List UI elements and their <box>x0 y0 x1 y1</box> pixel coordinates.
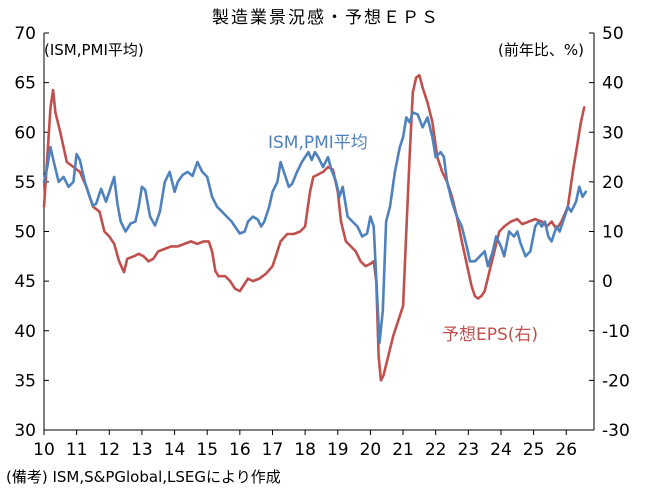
right-tick-label: -30 <box>602 421 630 441</box>
x-tick-label: 14 <box>164 440 186 460</box>
right-tick-label: 40 <box>602 74 624 94</box>
right-tick-label: 30 <box>602 123 624 143</box>
x-tick-label: 22 <box>425 440 447 460</box>
left-tick-label: 70 <box>14 24 36 44</box>
source-note: (備考) ISM,S&PGlobal,LSEGにより作成 <box>6 468 281 486</box>
chart-title: 製造業景況感・予想ＥＰＳ <box>212 8 440 28</box>
x-tick-label: 21 <box>392 440 414 460</box>
x-tick-label: 23 <box>458 440 480 460</box>
left-tick-label: 30 <box>14 421 36 441</box>
right-tick-label: 50 <box>602 24 624 44</box>
left-tick-label: 65 <box>14 74 36 94</box>
right-tick-label: 0 <box>602 272 613 292</box>
x-tick-label: 15 <box>196 440 218 460</box>
left-tick-label: 35 <box>14 371 36 391</box>
right-tick-label: 20 <box>602 173 624 193</box>
left-axis-label: (ISM,PMI平均) <box>44 41 144 59</box>
right-tick-label: -10 <box>602 322 630 342</box>
left-tick-label: 50 <box>14 223 36 243</box>
right-axis-label: (前年比、%) <box>498 41 584 59</box>
x-tick-label: 17 <box>262 440 284 460</box>
left-tick-label: 45 <box>14 272 36 292</box>
x-tick-label: 19 <box>327 440 349 460</box>
ism-pmi-series-line <box>42 111 588 344</box>
x-tick-label: 11 <box>66 440 88 460</box>
left-tick-label: 40 <box>14 322 36 342</box>
x-tick-label: 16 <box>229 440 251 460</box>
right-tick-label: 10 <box>602 223 624 243</box>
x-tick-label: 24 <box>490 440 512 460</box>
x-tick-label: 20 <box>360 440 382 460</box>
x-tick-label: 12 <box>98 440 120 460</box>
ism-pmi-series-label: ISM,PMI平均 <box>268 133 368 153</box>
x-tick-label: 10 <box>33 440 55 460</box>
x-tick-label: 25 <box>523 440 545 460</box>
eps-series-label: 予想EPS(右) <box>442 325 538 345</box>
right-tick-label: -20 <box>602 371 630 391</box>
x-tick-label: 13 <box>131 440 153 460</box>
left-axis-ticks: 30 35 40 45 50 55 60 65 70 <box>14 24 49 441</box>
x-tick-label: 18 <box>294 440 316 460</box>
series-lines <box>42 73 588 382</box>
left-tick-label: 60 <box>14 123 36 143</box>
right-axis-ticks: -30 -20 -10 0 10 20 30 40 50 <box>589 24 630 441</box>
x-tick-label: 26 <box>555 440 577 460</box>
x-axis-ticks: 10 11 12 13 14 15 16 17 18 19 20 21 22 23 24 25 26 <box>33 430 577 460</box>
left-tick-label: 55 <box>14 173 36 193</box>
